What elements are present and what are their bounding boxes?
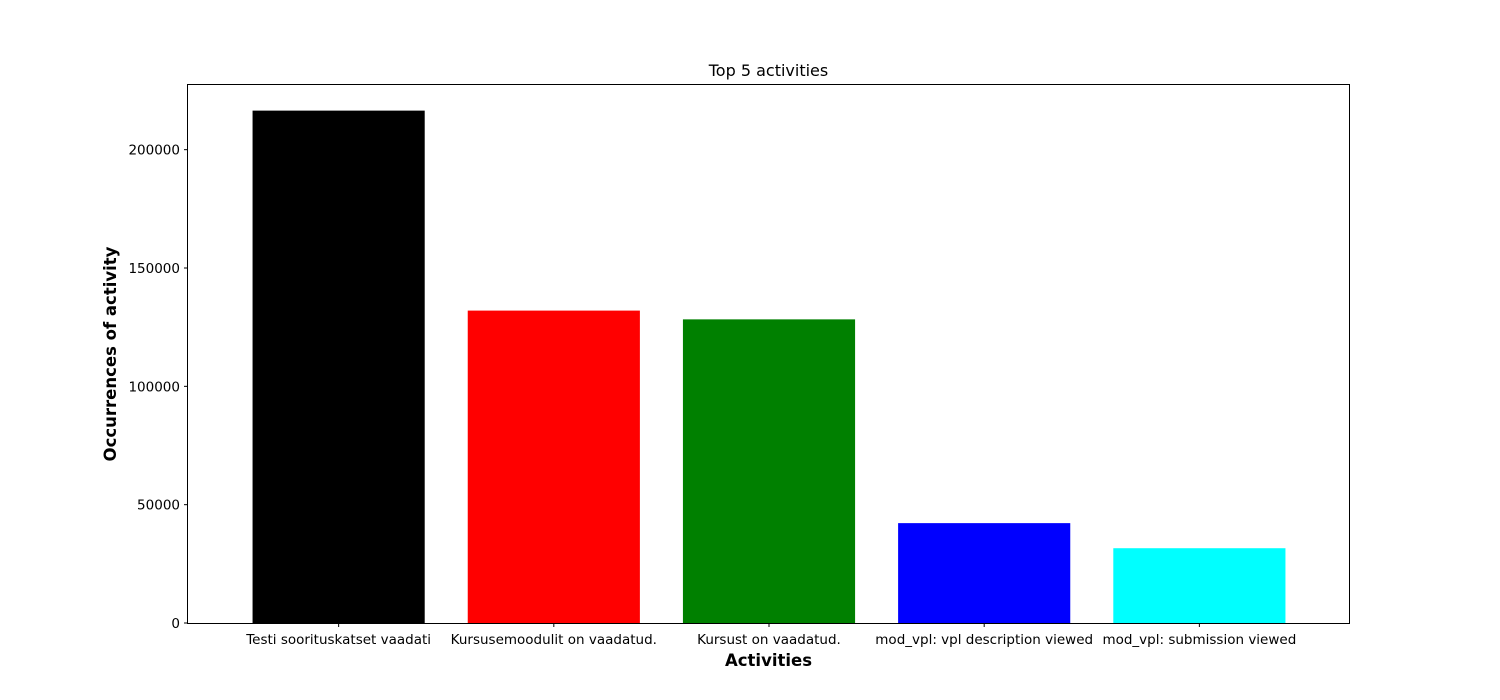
- x-tick-label: Testi soorituskatset vaadati: [245, 632, 431, 648]
- bar-2: [467, 310, 640, 623]
- x-axis-ticks: Testi soorituskatset vaadati Kursusemoodu…: [245, 623, 1296, 648]
- bar-1: [252, 110, 425, 624]
- y-tick-label: 0: [171, 616, 180, 632]
- x-tick-label: Kursust on vaadatud.: [697, 632, 841, 648]
- bar-3: [682, 319, 856, 623]
- y-tick-label: 50000: [137, 498, 180, 514]
- bars-group: [252, 110, 1286, 624]
- y-tick-label: 200000: [128, 143, 180, 159]
- x-tick-label: Kursusemoodulit on vaadatud.: [451, 632, 657, 648]
- bar-5: [1113, 548, 1286, 623]
- y-axis-label: Occurrences of activity: [101, 246, 120, 461]
- plot-frame: [187, 84, 1350, 624]
- x-tick-label: mod_vpl: submission viewed: [1102, 632, 1296, 648]
- bar-4: [898, 523, 1071, 623]
- chart-title: Top 5 activities: [708, 61, 828, 80]
- y-tick-label: 100000: [128, 379, 180, 395]
- x-tick-label: mod_vpl: vpl description viewed: [875, 632, 1093, 648]
- x-axis-label: Activities: [725, 651, 812, 670]
- y-tick-label: 150000: [128, 261, 180, 277]
